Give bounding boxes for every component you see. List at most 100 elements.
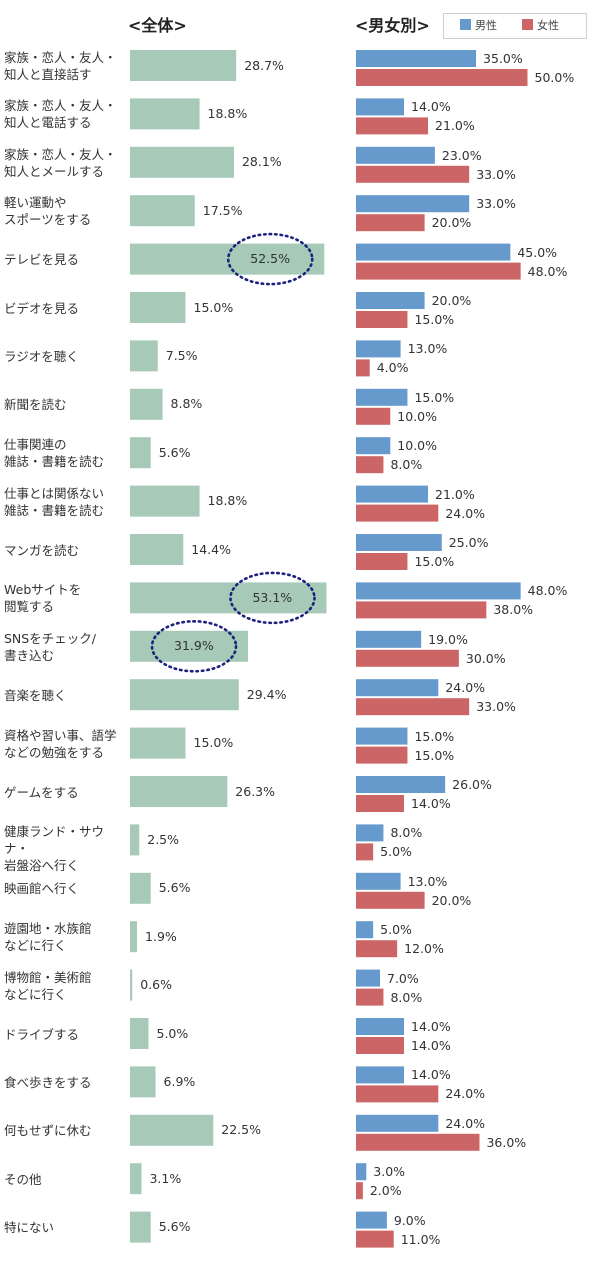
overall-bar [130, 921, 138, 953]
category-label: テレビを見る [4, 252, 80, 268]
overall-bar [130, 98, 200, 130]
female-bar [356, 504, 439, 522]
category-label: 新聞を読む [4, 397, 67, 413]
male-value-label: 48.0% [527, 583, 568, 599]
overall-value-label: 7.5% [165, 347, 198, 363]
overall-bar [130, 1114, 214, 1146]
female-bar [356, 1037, 405, 1054]
highlight-circle [150, 619, 238, 673]
overall-bar [130, 679, 239, 711]
male-bar [356, 872, 401, 890]
male-value-label: 23.0% [441, 147, 482, 163]
category-label: 家族・恋人・友人・ 知人とメールする [4, 146, 117, 179]
male-bar [356, 437, 391, 455]
legend: 男性 女性 [443, 13, 587, 39]
female-value-label: 12.0% [404, 941, 444, 957]
male-value-label: 33.0% [476, 196, 516, 212]
category-label: 家族・恋人・友人・ 知人と電話する [4, 98, 117, 131]
male-bar [356, 340, 401, 358]
male-bar [356, 727, 408, 745]
male-value-label: 15.0% [414, 389, 455, 405]
overall-value-label: 8.8% [170, 396, 203, 412]
category-label: ラジオを聴く [4, 348, 79, 364]
female-bar [356, 1133, 480, 1151]
female-bar [356, 843, 374, 861]
category-label: 映画館へ行く [4, 881, 80, 897]
female-bar [356, 165, 470, 183]
male-bar [356, 388, 408, 406]
overall-value-label: 17.5% [202, 202, 243, 218]
female-bar [356, 69, 528, 86]
male-value-label: 24.0% [445, 680, 486, 696]
category-label: 健康ランド・サウナ・ 岩盤浴へ行く [4, 824, 105, 874]
overall-value-label: 5.6% [158, 880, 191, 896]
female-bar [356, 649, 459, 667]
category-label: 家族・恋人・友人・ 知人と直接話す [4, 50, 117, 82]
category-label: SNSをチェック/ 書き込む [4, 630, 96, 663]
male-value-label: 10.0% [397, 438, 438, 454]
overall-bar [130, 534, 184, 565]
overall-bar [130, 340, 158, 372]
male-bar [356, 243, 511, 261]
female-value-label: 30.0% [465, 650, 506, 666]
female-bar [356, 359, 370, 377]
female-bar [356, 988, 384, 1006]
female-value-label: 36.0% [486, 1134, 527, 1150]
overall-value-label: 53.1% [252, 589, 293, 605]
female-bar [356, 214, 425, 232]
male-bar [356, 146, 435, 164]
overall-value-label: 29.4% [246, 686, 287, 702]
overall-bar [130, 582, 327, 614]
overall-value-label: 18.8% [207, 105, 248, 121]
overall-value-label: 1.9% [145, 928, 177, 944]
overall-bar [130, 1018, 149, 1049]
female-bar [356, 262, 521, 280]
overall-bar [130, 1066, 156, 1098]
category-label: 博物館・美術館 などに行く [4, 969, 92, 1002]
male-value-label: 15.0% [414, 728, 455, 744]
overall-value-label: 5.0% [156, 1025, 189, 1041]
overall-bar [130, 437, 151, 469]
overall-value-label: 15.0% [193, 299, 234, 315]
male-value-label: 8.0% [390, 825, 423, 841]
female-bar [356, 795, 405, 812]
male-bar [356, 195, 470, 213]
overall-value-label: 3.1% [149, 1170, 182, 1186]
overall-value-label: 28.7% [244, 57, 284, 73]
overall-value-label: 15.0% [193, 735, 234, 751]
female-value-label: 20.0% [431, 892, 472, 908]
female-value-label: 14.0% [411, 796, 451, 811]
female-bar [356, 1085, 439, 1103]
overall-value-label: 26.3% [235, 783, 276, 799]
male-bar [356, 1018, 405, 1035]
overall-panel-title: <全体> [128, 16, 187, 35]
female-bar [356, 311, 408, 328]
male-bar [356, 776, 446, 793]
female-bar [356, 601, 487, 619]
male-value-label: 13.0% [407, 873, 448, 889]
female-value-label: 15.0% [414, 554, 455, 569]
female-bar [356, 891, 425, 909]
male-bar [356, 921, 374, 939]
male-value-label: 19.0% [428, 631, 468, 647]
male-value-label: 25.0% [448, 535, 489, 550]
overall-value-label: 2.5% [147, 831, 180, 847]
female-bar [356, 1182, 363, 1200]
category-label: 遊園地・水族館 などに行く [4, 921, 92, 954]
male-bar [356, 534, 442, 551]
female-value-label: 20.0% [431, 215, 472, 231]
category-label: 軽い運動や スポーツをする [4, 195, 92, 228]
female-value-label: 8.0% [390, 989, 423, 1005]
male-bar [356, 98, 405, 116]
gender-panel-title: <男女別> [355, 16, 430, 35]
category-label: 何もせずに休む [4, 1123, 92, 1139]
category-label: 仕事関連の 雑誌・書籍を読む [4, 437, 105, 470]
male-bar [356, 824, 384, 842]
overall-value-label: 0.6% [140, 977, 172, 993]
overall-bar [130, 824, 140, 856]
category-label: 仕事とは関係ない 雑誌・書籍を読む [4, 485, 105, 518]
category-label: ドライブする [4, 1026, 80, 1042]
overall-value-label: 31.9% [174, 638, 214, 654]
